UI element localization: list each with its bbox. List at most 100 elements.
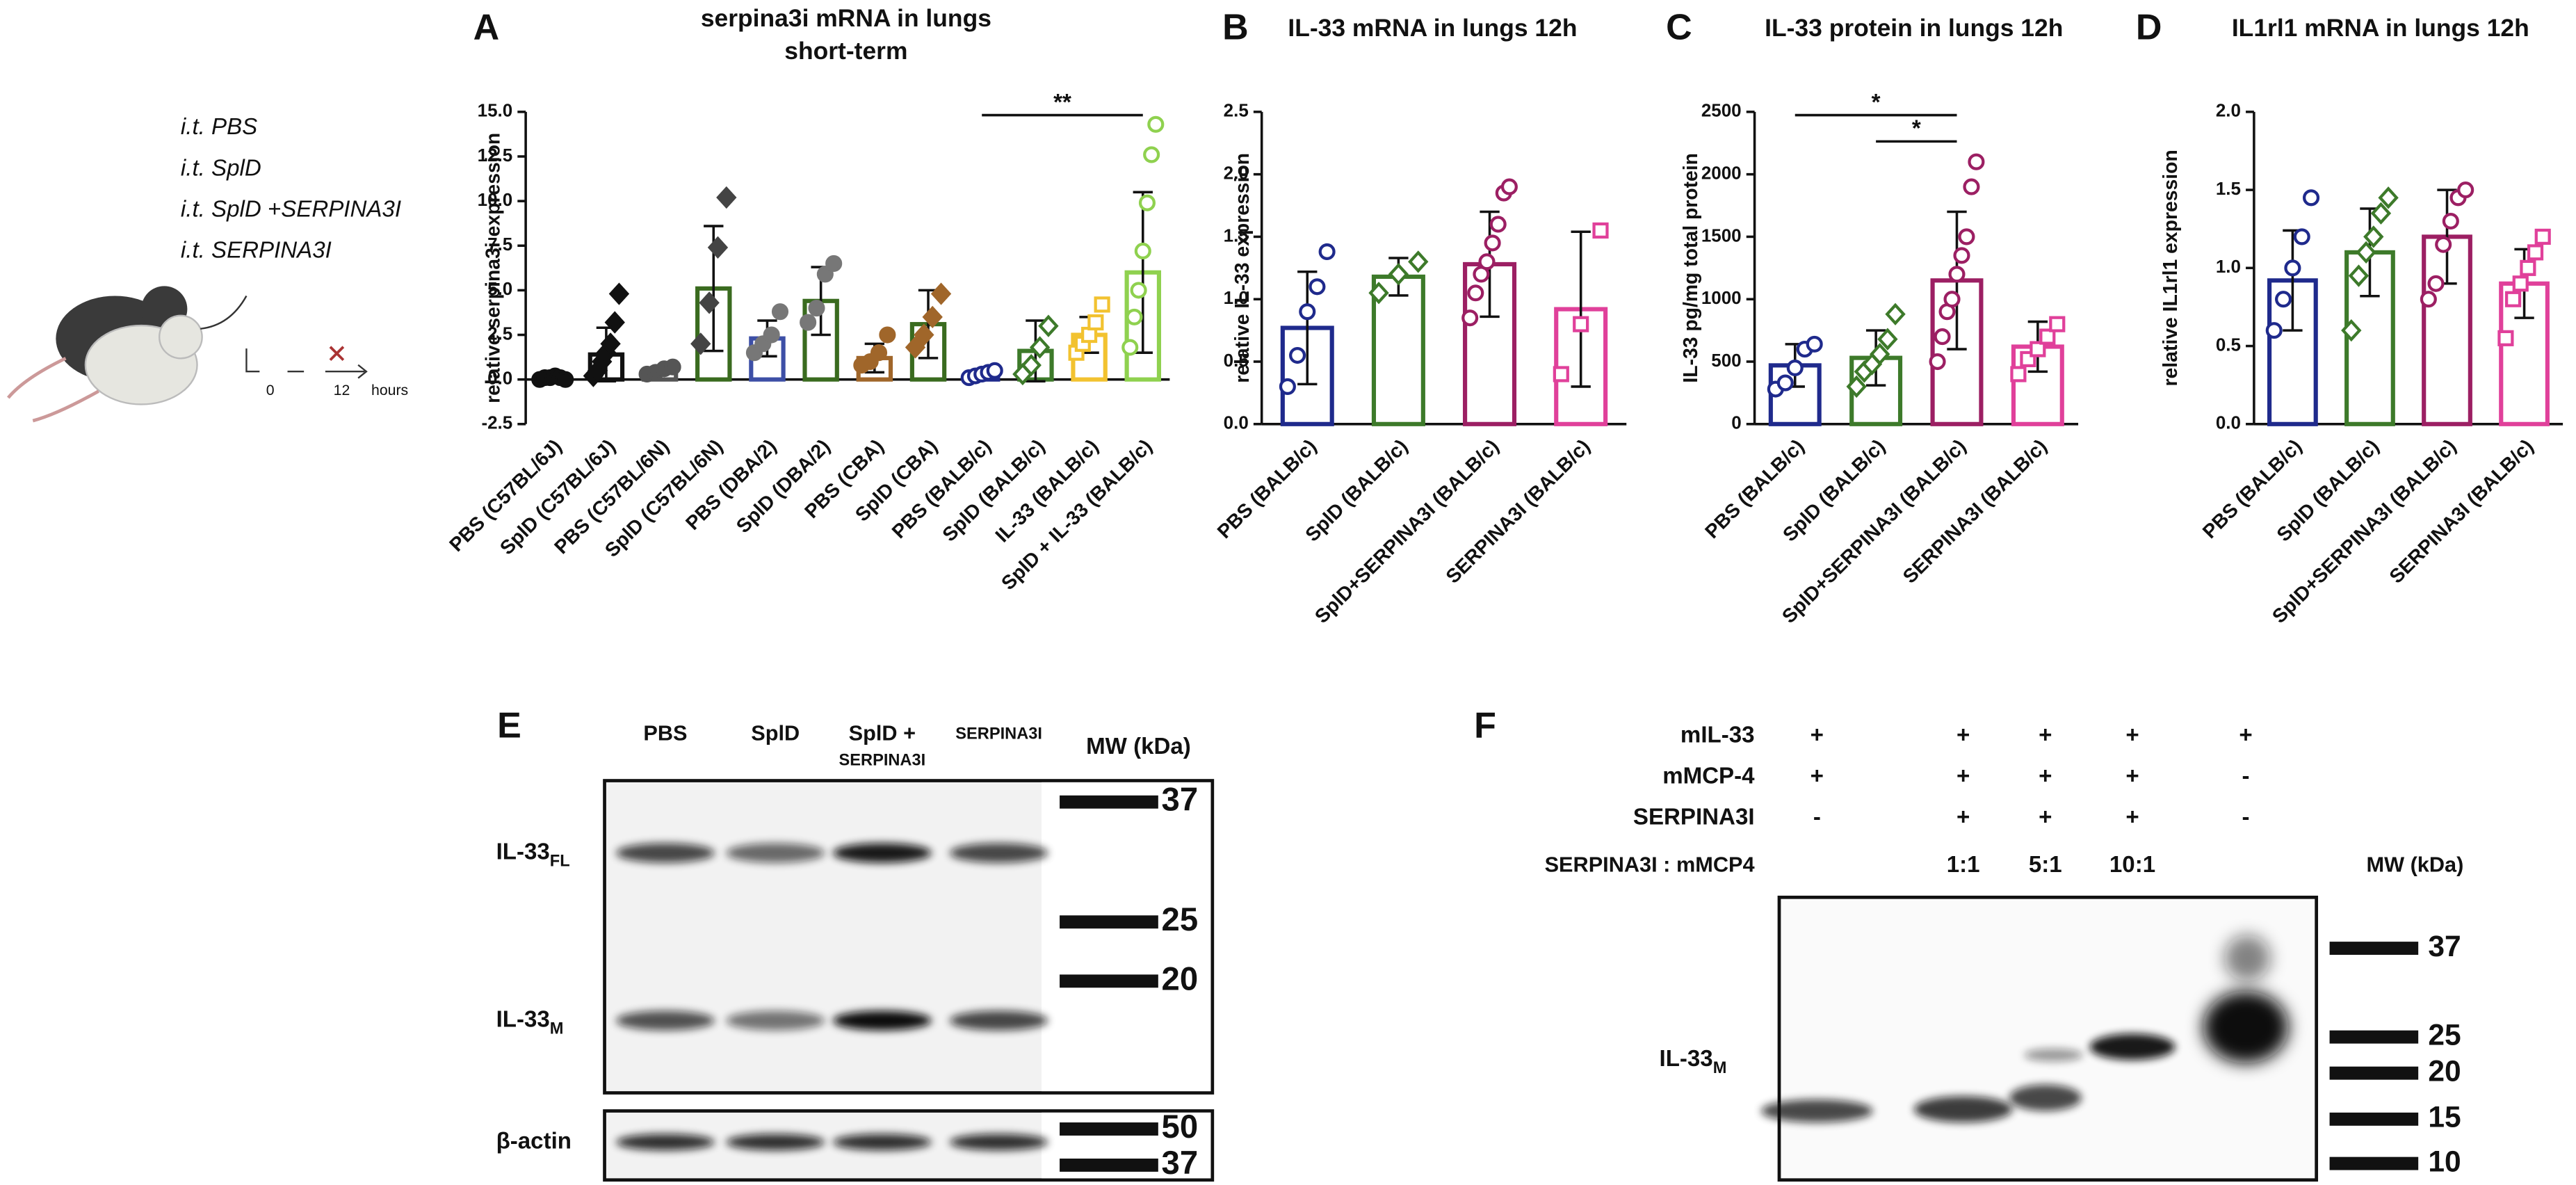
lane-label: SplD +: [849, 720, 916, 745]
panel-letter: F: [1474, 706, 1496, 746]
data-point: [707, 236, 729, 259]
data-point: [2303, 189, 2320, 207]
data-point: [930, 282, 952, 305]
condition-sign: +: [1811, 722, 1824, 748]
data-point: [2030, 341, 2046, 357]
data-point: [1968, 153, 1985, 170]
blot-band: [616, 1134, 715, 1151]
data-point: [800, 314, 817, 331]
y-axis-label: relative IL1rl1 expression: [2160, 150, 2182, 386]
data-point: [2442, 212, 2459, 230]
data-point: [1134, 242, 1151, 260]
data-point: [1094, 296, 1110, 313]
data-point: [816, 266, 834, 283]
chart-title: IL-33 mRNA in lungs 12h: [1288, 14, 1577, 42]
y-tick-label: 15.0: [478, 100, 513, 121]
data-point: [1126, 308, 1143, 325]
y-tick-label: 0.5: [1224, 350, 1249, 371]
band-label-main: IL-33: [1660, 1046, 1713, 1072]
mw-value: 20: [1162, 960, 1199, 997]
condition-sign: +: [1957, 805, 1970, 830]
y-tick-label: 2.5: [1224, 100, 1249, 121]
data-point: [1500, 178, 1518, 195]
blot-band: [2089, 1033, 2176, 1061]
panel-letter: A: [473, 7, 500, 47]
data-point: [1877, 328, 1898, 350]
mw-value: 25: [1162, 901, 1199, 938]
mw-value: 37: [1162, 782, 1199, 819]
mw-value: 25: [2428, 1018, 2461, 1051]
data-point: [1806, 335, 1823, 353]
band-label: IL-33M: [496, 1006, 564, 1038]
y-tick-label: 500: [1711, 350, 1741, 371]
blot-band: [949, 843, 1048, 863]
x-tick-label: SplD (DBA/2): [732, 435, 834, 538]
panel-letter: B: [1222, 7, 1249, 47]
blot-band: [832, 843, 932, 863]
data-point: [2504, 291, 2522, 307]
chart-title: serpina3i mRNA in lungs: [701, 4, 991, 32]
mw-marker: [1060, 974, 1158, 988]
data-point: [1846, 375, 1867, 398]
condition-sign: +: [1957, 722, 1970, 748]
data-point: [763, 326, 780, 344]
y-tick-label: 0: [1731, 412, 1741, 433]
y-tick-label: 5.0: [487, 278, 512, 299]
band-label-sub: M: [550, 1020, 564, 1038]
condition-sign: +: [1957, 764, 1970, 789]
y-tick-label: 1.0: [2216, 256, 2241, 277]
y-tick-label: 2.0: [2216, 100, 2241, 121]
condition-sign: 10:1: [2109, 852, 2155, 878]
band-label-sub: M: [1713, 1059, 1727, 1077]
data-point: [1147, 115, 1165, 133]
data-point: [2497, 330, 2514, 346]
data-point: [1279, 378, 1296, 395]
mw-marker: [1060, 915, 1158, 929]
data-point: [922, 305, 943, 329]
condition-sign: +: [1811, 764, 1824, 789]
y-axis-label: relative serpina3i expression: [483, 133, 505, 403]
data-point: [1489, 216, 1507, 233]
data-point: [2348, 264, 2370, 287]
band-label-sub: FL: [550, 853, 570, 871]
data-point: [2534, 228, 2551, 245]
data-point: [1121, 339, 1139, 356]
data-point: [2341, 319, 2362, 342]
condition-sign: +: [2125, 805, 2139, 830]
y-tick-label: 7.5: [487, 234, 512, 255]
data-point: [986, 362, 1003, 379]
data-point: [2427, 275, 2445, 292]
mw-marker: [2329, 1066, 2419, 1080]
condition-sign: -: [1813, 805, 1821, 830]
data-point: [2457, 182, 2474, 199]
data-point: [1289, 346, 1306, 364]
y-tick-label: 12.5: [478, 145, 513, 166]
data-point: [1870, 343, 1890, 366]
data-point: [1786, 359, 1804, 377]
data-point: [2420, 291, 2437, 308]
data-point: [557, 371, 574, 388]
error-bar: [1571, 230, 1591, 388]
y-tick-label: 0.0: [487, 368, 512, 389]
data-point: [1943, 291, 1961, 308]
data-point: [2049, 316, 2066, 332]
data-point: [1299, 303, 1316, 321]
bar-chart: C IL-33 protein in lungs 12h IL-33 pg/mg t…: [1666, 7, 2079, 628]
x-tick-label: SERPINA3I (BALB/c): [1899, 435, 2052, 588]
lane-label: PBS: [643, 720, 687, 745]
bar-chart: D IL1rl1 mRNA in lungs 12h relative IL1rl1…: [2136, 7, 2563, 628]
data-point: [1776, 374, 1794, 392]
data-point: [1948, 266, 1966, 283]
data-point: [1138, 194, 1156, 211]
treatment-label: i.t. SplD: [181, 155, 261, 181]
condition-label: mMCP-4: [1662, 764, 1755, 789]
data-point: [1038, 314, 1059, 337]
condition-sign: -: [2242, 764, 2250, 789]
condition-label: mIL-33: [1680, 722, 1755, 748]
data-point: [1461, 309, 1479, 327]
blot-band: [949, 1010, 1048, 1031]
panel-letter: D: [2136, 7, 2162, 47]
chart-title: short-term: [784, 37, 907, 65]
timeline-label: 12: [334, 382, 350, 398]
